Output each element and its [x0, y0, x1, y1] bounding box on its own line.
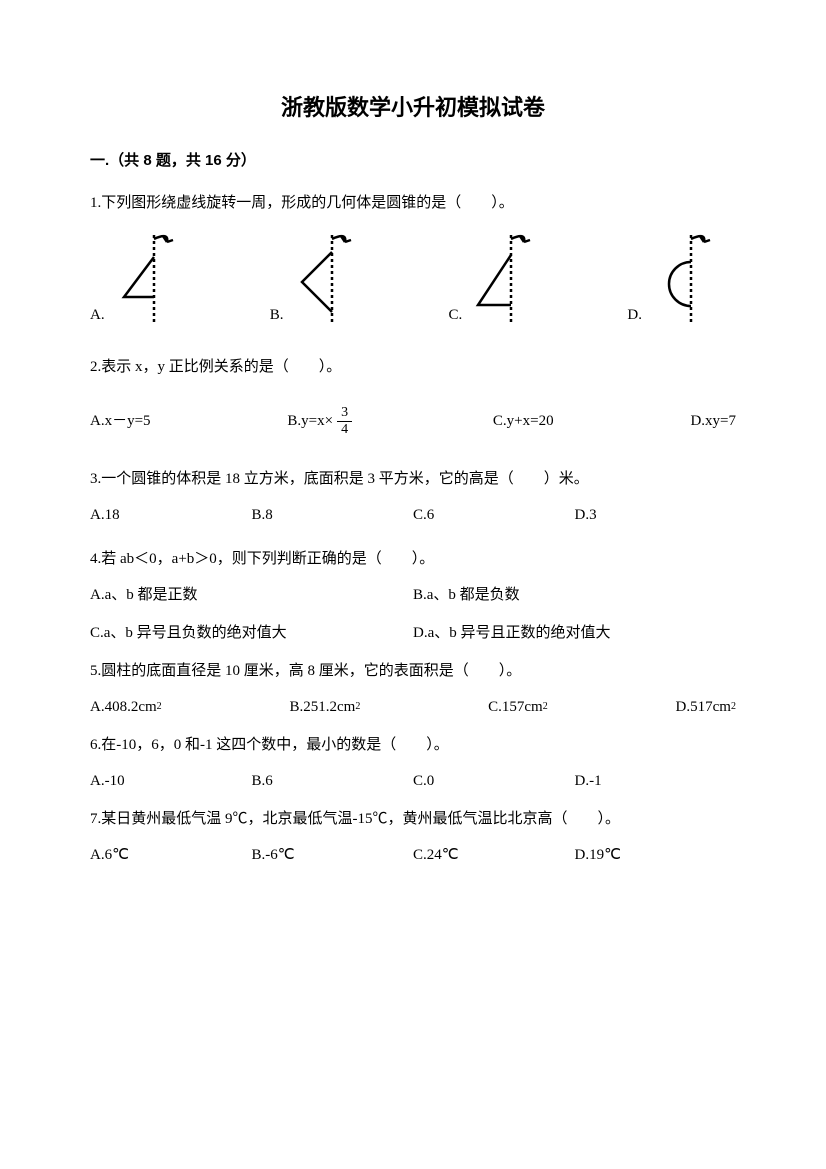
q4-option-d: D.a、b 异号且正数的绝对值大	[413, 621, 736, 645]
q7-option-b: B.-6℃	[252, 843, 414, 867]
q7-stem: 7.某日黄州最低气温 9℃，北京最低气温-15℃，黄州最低气温比北京高（ ）。	[90, 807, 736, 831]
question-7: 7.某日黄州最低气温 9℃，北京最低气温-15℃，黄州最低气温比北京高（ ）。 …	[90, 807, 736, 867]
rotation-shape-a-icon	[109, 227, 199, 327]
q6-options: A.-10 B.6 C.0 D.-1	[90, 769, 736, 793]
q6-option-b: B.6	[252, 769, 414, 793]
q4-stem: 4.若 ab＜0，a+b＞0，则下列判断正确的是（ ）。	[90, 547, 736, 571]
q2-option-c: C.y+x=20	[493, 409, 554, 433]
q2-b-prefix: B.y=x×	[287, 409, 333, 433]
q5-option-c: C.157cm2	[488, 695, 548, 719]
question-1: 1.下列图形绕虚线旋转一周，形成的几何体是圆锥的是（ ）。 A. B. C.	[90, 191, 736, 327]
q4-options: A.a、b 都是正数 B.a、b 都是负数 C.a、b 异号且负数的绝对值大 D…	[90, 583, 736, 645]
q5-stem: 5.圆柱的底面直径是 10 厘米，高 8 厘米，它的表面积是（ ）。	[90, 659, 736, 683]
q3-option-b: B.8	[252, 503, 414, 527]
q1-option-a: A.	[90, 227, 199, 327]
q1-option-b: B.	[270, 227, 378, 327]
q6-option-d: D.-1	[575, 769, 737, 793]
q1-d-label: D.	[627, 303, 642, 327]
q6-option-a: A.-10	[90, 769, 252, 793]
q5-option-a: A.408.2cm2	[90, 695, 162, 719]
q2-option-a: A.x－y=5	[90, 409, 151, 433]
fraction-icon: 3 4	[337, 405, 352, 437]
rotation-shape-b-icon	[287, 227, 377, 327]
question-2: 2.表示 x，y 正比例关系的是（ ）。 A.x－y=5 B.y=x× 3 4 …	[90, 355, 736, 437]
q7-option-a: A.6℃	[90, 843, 252, 867]
question-5: 5.圆柱的底面直径是 10 厘米，高 8 厘米，它的表面积是（ ）。 A.408…	[90, 659, 736, 719]
q5-option-d: D.517cm2	[676, 695, 736, 719]
q3-stem: 3.一个圆锥的体积是 18 立方米，底面积是 3 平方米，它的高是（ ）米。	[90, 467, 736, 491]
q2-options: A.x－y=5 B.y=x× 3 4 C.y+x=20 D.xy=7	[90, 405, 736, 437]
rotation-shape-d-icon	[646, 227, 736, 327]
q4-option-b: B.a、b 都是负数	[413, 583, 736, 607]
frac-num: 3	[337, 405, 352, 421]
q3-option-c: C.6	[413, 503, 575, 527]
q4-option-a: A.a、b 都是正数	[90, 583, 413, 607]
q2-option-b: B.y=x× 3 4	[287, 405, 356, 437]
rotation-shape-c-icon	[466, 227, 556, 327]
q1-option-d: D.	[627, 227, 736, 327]
q1-a-label: A.	[90, 303, 105, 327]
section-header-1: 一.（共 8 题，共 16 分）	[90, 149, 736, 173]
q2-option-d: D.xy=7	[690, 409, 736, 433]
q3-option-d: D.3	[575, 503, 737, 527]
q5-options: A.408.2cm2 B.251.2cm2 C.157cm2 D.517cm2	[90, 695, 736, 719]
q1-stem: 1.下列图形绕虚线旋转一周，形成的几何体是圆锥的是（ ）。	[90, 191, 736, 215]
q2-stem: 2.表示 x，y 正比例关系的是（ ）。	[90, 355, 736, 379]
question-4: 4.若 ab＜0，a+b＞0，则下列判断正确的是（ ）。 A.a、b 都是正数 …	[90, 547, 736, 645]
page-title: 浙教版数学小升初模拟试卷	[90, 90, 736, 125]
q1-options: A. B. C. D.	[90, 227, 736, 327]
q7-options: A.6℃ B.-6℃ C.24℃ D.19℃	[90, 843, 736, 867]
q1-c-label: C.	[449, 303, 463, 327]
q6-stem: 6.在-10，6，0 和-1 这四个数中，最小的数是（ ）。	[90, 733, 736, 757]
question-6: 6.在-10，6，0 和-1 这四个数中，最小的数是（ ）。 A.-10 B.6…	[90, 733, 736, 793]
q1-option-c: C.	[449, 227, 557, 327]
question-3: 3.一个圆锥的体积是 18 立方米，底面积是 3 平方米，它的高是（ ）米。 A…	[90, 467, 736, 527]
q1-b-label: B.	[270, 303, 284, 327]
q4-option-c: C.a、b 异号且负数的绝对值大	[90, 621, 413, 645]
q3-option-a: A.18	[90, 503, 252, 527]
frac-den: 4	[337, 422, 352, 437]
q7-option-d: D.19℃	[575, 843, 737, 867]
q7-option-c: C.24℃	[413, 843, 575, 867]
q6-option-c: C.0	[413, 769, 575, 793]
q5-option-b: B.251.2cm2	[289, 695, 360, 719]
q3-options: A.18 B.8 C.6 D.3	[90, 503, 736, 527]
